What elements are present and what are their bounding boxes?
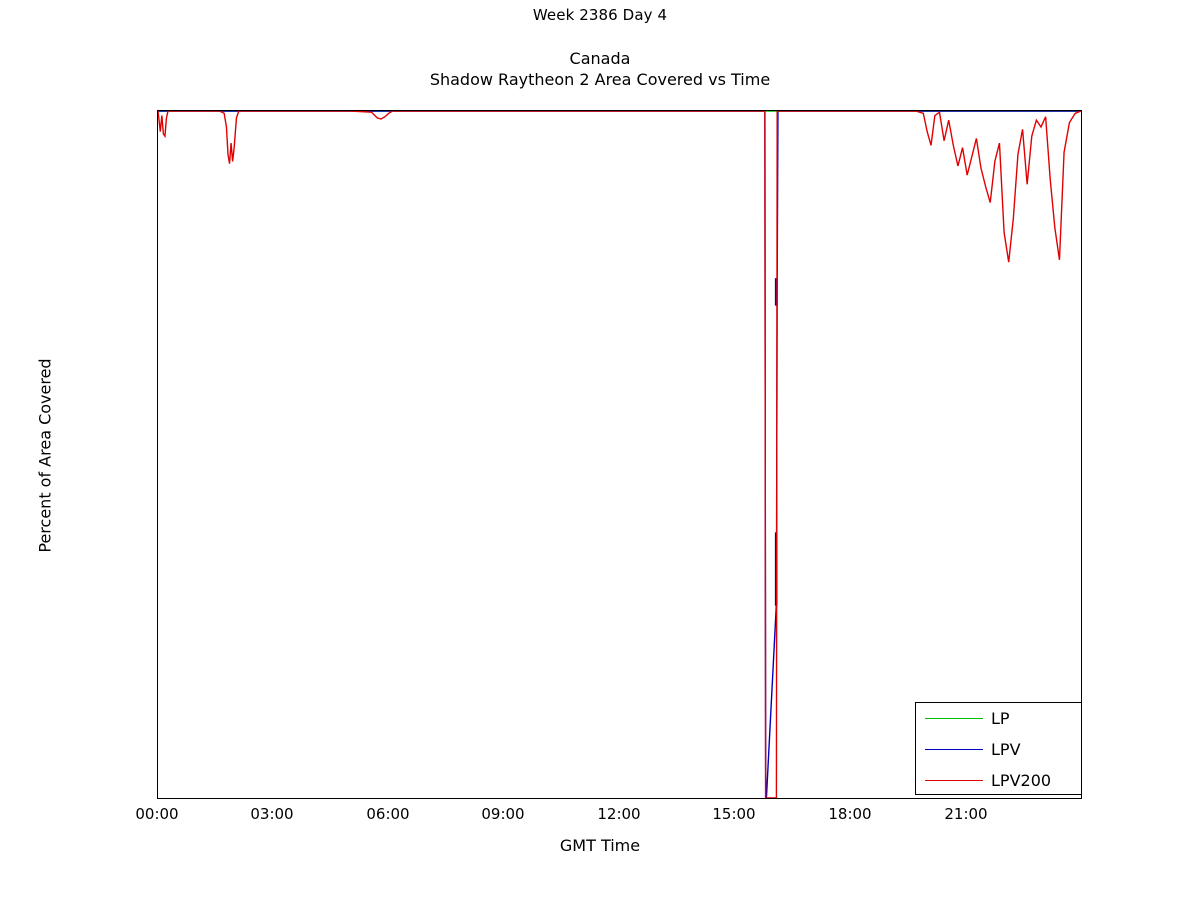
- figure-suptitle: Week 2386 Day 4: [532, 6, 668, 24]
- legend-item-lp: LP: [916, 703, 1083, 734]
- x-tick-label-0300: 03:00: [250, 805, 294, 823]
- legend-line-swatch-lp: [925, 718, 983, 719]
- series-line-lpv: [158, 111, 1081, 798]
- legend-label-lpv200: LPV200: [991, 770, 1052, 790]
- x-tick-label-1800: 18:00: [828, 805, 872, 823]
- series-canvas: [158, 111, 1081, 798]
- series-group-lpv: [158, 111, 1081, 798]
- series-line-lpv200: [158, 111, 1081, 798]
- x-tick-label-0600: 06:00: [366, 805, 410, 823]
- legend-line-swatch-lpv: [925, 749, 983, 750]
- x-tick-label-0900: 09:00: [481, 805, 525, 823]
- legend-label-lp: LP: [991, 708, 1010, 728]
- x-tick-label-1200: 12:00: [597, 805, 641, 823]
- x-axis-title: GMT Time: [559, 836, 641, 855]
- axes-title: Canada Shadow Raytheon 2 Area Covered vs…: [0, 48, 1200, 90]
- y-axis-title: Percent of Area Covered: [35, 358, 55, 553]
- axes-title-line1: Canada: [569, 49, 631, 68]
- x-tick-label-0000: 00:00: [135, 805, 179, 823]
- x-tick-labels: 00:00 03:00 06:00 09:00 12:00 15:00 18:0…: [0, 806, 1200, 836]
- x-tick-label-2100: 21:00: [944, 805, 988, 823]
- plot-area: [157, 110, 1082, 799]
- legend-item-lpv200: LPV200: [916, 765, 1083, 796]
- legend-line-swatch-lpv200: [925, 780, 983, 781]
- legend-box: LP LPV LPV200: [915, 702, 1082, 795]
- legend-item-lpv: LPV: [916, 734, 1083, 765]
- x-tick-label-1500: 15:00: [712, 805, 756, 823]
- y-tick-labels: 100 90 80 70 60 50 40: [0, 0, 152, 900]
- axes-title-line2: Shadow Raytheon 2 Area Covered vs Time: [429, 70, 771, 89]
- legend-label-lpv: LPV: [991, 739, 1021, 759]
- series-group-lpv200: [158, 111, 1081, 798]
